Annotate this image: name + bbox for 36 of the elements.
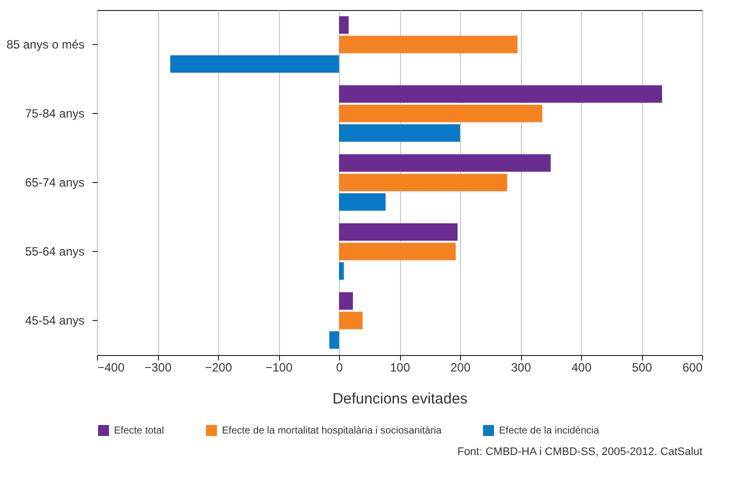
bar: [329, 331, 339, 349]
bar: [339, 154, 551, 172]
bar: [339, 16, 349, 34]
legend-label: Efecte de la mortalitat hospitalària i sociosanitària: [222, 426, 442, 437]
bar: [339, 262, 344, 280]
y-tick-label: 45-54 anys: [25, 314, 84, 328]
y-tick-label: 55-64 anys: [25, 244, 84, 258]
bar: [339, 223, 458, 241]
x-tick-label: 600: [682, 360, 703, 374]
x-tick-label: 100: [390, 360, 410, 374]
x-tick-label: 500: [632, 360, 652, 374]
bar: [339, 312, 363, 330]
x-tick-label: 400: [571, 360, 592, 374]
bar: [339, 85, 662, 103]
bar: [339, 174, 508, 192]
x-tick-label: −400: [98, 360, 125, 374]
x-axis-title: Defuncions evitades: [332, 390, 468, 408]
bar: [170, 55, 339, 73]
bar: [339, 36, 518, 54]
y-tick-label: 85 anys o més: [6, 38, 84, 52]
x-tick-label: −300: [144, 360, 172, 374]
bar: [339, 292, 353, 310]
x-tick-label: −200: [204, 360, 232, 374]
y-tick-label: 75-84 anys: [25, 106, 84, 120]
legend-label: Efecte de la incidència: [499, 426, 600, 437]
x-tick-label: 300: [510, 360, 532, 374]
y-tick-label: 65-74 anys: [25, 176, 84, 190]
bar: [339, 124, 460, 142]
legend-label: Efecte total: [114, 426, 164, 437]
x-tick-label: −100: [265, 360, 293, 374]
bar: [339, 104, 542, 122]
x-tick-label: 0: [336, 360, 344, 374]
bar: [339, 193, 386, 211]
bar: [339, 242, 456, 260]
x-tick-label: 200: [450, 360, 471, 374]
text: Font: CMBD-HA i CMBD-SS, 2005-2012. CatSalut: [457, 446, 702, 458]
